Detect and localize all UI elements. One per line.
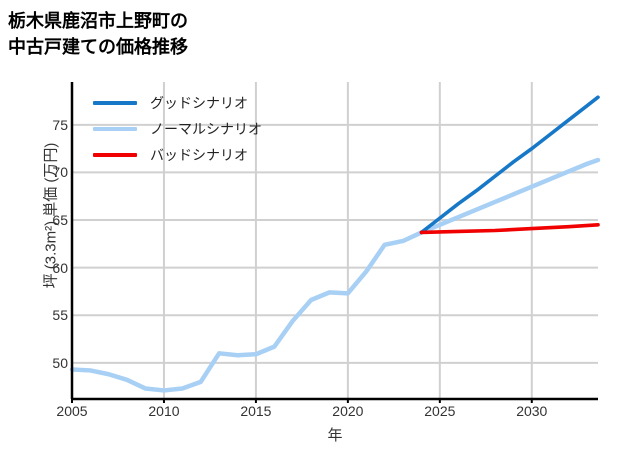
- legend-item-label: グッドシナリオ: [150, 95, 248, 111]
- x-tick-label: 2010: [148, 403, 180, 419]
- x-tick-label: 2015: [240, 403, 272, 419]
- y-tick-label: 70: [52, 164, 68, 181]
- x-tick-label: 2005: [56, 403, 88, 419]
- legend-item-label: バッドシナリオ: [150, 147, 248, 163]
- page-title: 栃木県鹿沼市上野町の 中古戸建ての価格推移: [8, 11, 188, 58]
- y-tick-label: 65: [52, 212, 68, 229]
- x-tick-label: 2020: [332, 403, 364, 419]
- chart-legend: グッドシナリオ ノーマルシナリオ バッドシナリオ: [93, 90, 262, 168]
- legend-item[interactable]: バッドシナリオ: [93, 142, 262, 168]
- y-axis-ticks: 50 55 60 65 70 75: [22, 0, 68, 465]
- legend-swatch-icon: [93, 127, 137, 131]
- series-line-bad: [419, 222, 600, 235]
- x-tick-label: 2025: [424, 403, 456, 419]
- y-tick-label: 55: [52, 307, 68, 324]
- y-tick-label: 50: [52, 354, 68, 371]
- legend-item[interactable]: グッドシナリオ: [93, 90, 262, 116]
- series-line-normal: [69, 157, 601, 393]
- legend-swatch-icon: [93, 101, 137, 105]
- legend-swatch-icon: [93, 153, 137, 157]
- y-tick-label: 75: [52, 116, 68, 133]
- legend-item-label: ノーマルシナリオ: [150, 121, 262, 137]
- y-tick-label: 60: [52, 259, 68, 276]
- series-line-good: [419, 95, 600, 235]
- x-axis-label: 年: [327, 427, 343, 444]
- legend-item[interactable]: ノーマルシナリオ: [93, 116, 262, 142]
- x-tick-label: 2030: [516, 403, 548, 419]
